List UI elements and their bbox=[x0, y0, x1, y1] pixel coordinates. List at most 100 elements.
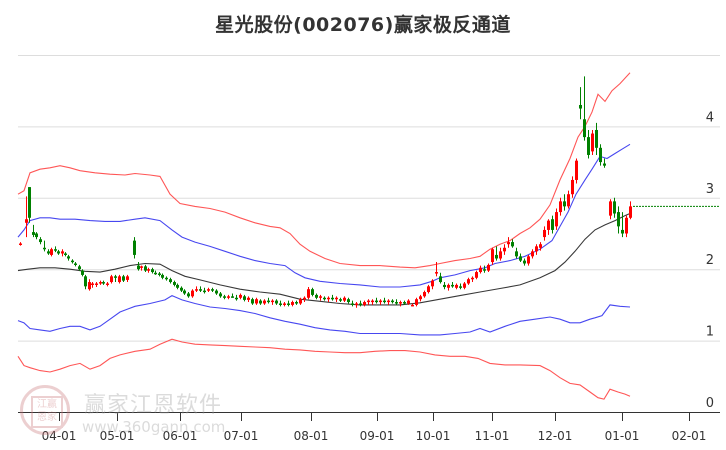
candle-body bbox=[419, 296, 422, 300]
candle-body bbox=[535, 246, 538, 252]
candle-body bbox=[235, 297, 238, 300]
candle-body bbox=[551, 219, 554, 230]
candle bbox=[223, 294, 226, 300]
candle bbox=[95, 282, 98, 288]
candle bbox=[387, 299, 390, 305]
candle-body bbox=[383, 300, 386, 303]
candle bbox=[503, 244, 506, 255]
candle bbox=[291, 300, 294, 307]
candle-body bbox=[25, 219, 28, 223]
candle bbox=[203, 287, 206, 294]
candle-body bbox=[102, 282, 105, 284]
candle-body bbox=[19, 243, 22, 245]
candle-body bbox=[503, 247, 506, 252]
candle bbox=[435, 262, 438, 277]
candle-body bbox=[387, 300, 390, 303]
candle-body bbox=[567, 194, 570, 207]
candle-body bbox=[195, 289, 198, 291]
candle-body bbox=[583, 119, 586, 138]
candle-body bbox=[137, 265, 140, 270]
candle bbox=[114, 274, 117, 283]
candle bbox=[91, 282, 94, 288]
candle bbox=[195, 286, 198, 293]
candle-body bbox=[379, 300, 382, 303]
candle bbox=[511, 239, 514, 248]
candle bbox=[43, 240, 46, 252]
lower-inner-line bbox=[17, 294, 631, 336]
candle bbox=[71, 259, 74, 264]
candle-body bbox=[335, 297, 338, 300]
candle-body bbox=[459, 286, 462, 288]
candle-body bbox=[35, 233, 38, 238]
candle bbox=[551, 215, 554, 234]
candle-body bbox=[543, 229, 546, 238]
candle bbox=[483, 265, 486, 273]
candle-body bbox=[84, 276, 87, 287]
candle bbox=[599, 144, 602, 166]
candle-body bbox=[375, 300, 378, 303]
y-axis-labels: 0 1 2 3 4 bbox=[706, 110, 714, 411]
y-tick-label: 4 bbox=[706, 110, 714, 125]
candle-body bbox=[475, 272, 478, 278]
candle bbox=[263, 299, 266, 305]
candle-body bbox=[173, 282, 176, 285]
candle-body bbox=[439, 276, 442, 283]
candle-body bbox=[407, 300, 410, 304]
candle bbox=[491, 247, 494, 265]
candle-body bbox=[507, 242, 510, 245]
candle-body bbox=[315, 294, 318, 298]
candle bbox=[74, 262, 77, 267]
candle bbox=[315, 293, 318, 300]
candle bbox=[271, 299, 274, 305]
candle bbox=[247, 296, 250, 303]
candle-body bbox=[71, 260, 74, 263]
candle-body bbox=[531, 251, 534, 257]
candle-body bbox=[479, 267, 482, 273]
candle-body bbox=[28, 187, 31, 218]
candle-body bbox=[595, 129, 598, 148]
candle bbox=[575, 158, 578, 184]
candle-body bbox=[91, 283, 94, 285]
candle bbox=[287, 300, 290, 307]
candle-body bbox=[39, 239, 42, 243]
x-tick-label: 11-01 bbox=[475, 429, 510, 443]
candle bbox=[331, 294, 334, 301]
candle-body bbox=[367, 300, 370, 303]
candle-body bbox=[50, 249, 53, 255]
candle-body bbox=[187, 293, 190, 297]
candle-body bbox=[223, 296, 226, 298]
candle bbox=[19, 242, 22, 246]
candle bbox=[621, 212, 624, 238]
candle bbox=[275, 299, 278, 305]
candle bbox=[319, 294, 322, 301]
candle-body bbox=[140, 266, 143, 268]
candle bbox=[28, 187, 31, 223]
candle-body bbox=[415, 299, 418, 305]
candle-body bbox=[176, 284, 179, 288]
candle bbox=[571, 176, 574, 198]
candle-body bbox=[435, 272, 438, 274]
chart-title: 星光股份(002076)赢家极反通道 bbox=[215, 14, 511, 36]
candle bbox=[243, 294, 246, 302]
candle-body bbox=[275, 300, 278, 304]
candle-body bbox=[399, 302, 402, 304]
candle-body bbox=[81, 270, 84, 275]
candle-body bbox=[99, 282, 102, 284]
candle bbox=[463, 282, 466, 290]
candle bbox=[47, 249, 50, 255]
candle-body bbox=[64, 253, 67, 255]
candle-body bbox=[54, 249, 57, 251]
candle bbox=[447, 283, 450, 291]
candle bbox=[347, 297, 350, 304]
candle-body bbox=[467, 279, 470, 284]
candle bbox=[427, 284, 430, 294]
candle bbox=[78, 264, 81, 271]
candle-body bbox=[43, 247, 46, 250]
candle-body bbox=[259, 300, 262, 304]
candle-body bbox=[609, 201, 612, 216]
candle-body bbox=[215, 290, 218, 294]
candle bbox=[25, 196, 28, 238]
candle bbox=[519, 253, 522, 263]
candle-body bbox=[515, 251, 518, 257]
candle-body bbox=[617, 212, 620, 227]
